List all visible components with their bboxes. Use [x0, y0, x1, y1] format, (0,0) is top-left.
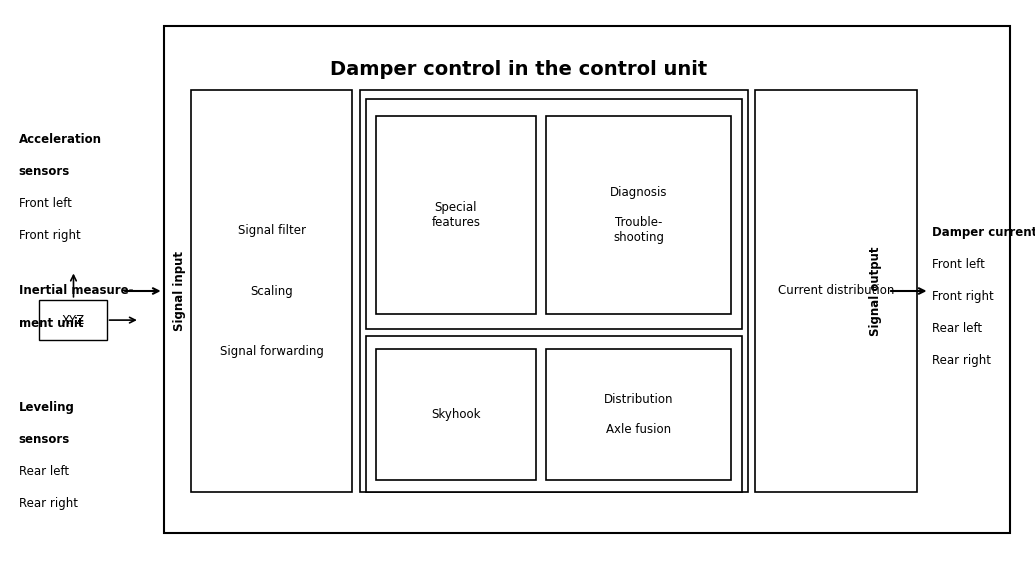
Text: Rear left: Rear left: [19, 465, 68, 478]
Text: Distribution

Axle fusion: Distribution Axle fusion: [603, 393, 674, 436]
Text: sensors: sensors: [19, 165, 70, 178]
Bar: [366, 99, 742, 329]
Text: Front right: Front right: [19, 229, 81, 242]
Text: Rear left: Rear left: [932, 322, 981, 335]
Text: Scaling: Scaling: [250, 285, 293, 297]
Text: sensors: sensors: [19, 433, 70, 446]
Bar: [376, 116, 536, 314]
Text: Rear right: Rear right: [932, 354, 990, 367]
Bar: [164, 26, 1010, 533]
Bar: [360, 90, 748, 492]
Text: Signal forwarding: Signal forwarding: [219, 345, 324, 358]
Text: Rear right: Rear right: [19, 497, 78, 510]
Text: Front left: Front left: [932, 258, 984, 271]
Bar: [39, 300, 107, 340]
Bar: [755, 90, 917, 492]
Text: Special
features: Special features: [432, 201, 480, 229]
Text: Skyhook: Skyhook: [432, 408, 480, 421]
Text: Front left: Front left: [19, 197, 71, 210]
Bar: [546, 349, 731, 480]
Bar: [366, 336, 742, 492]
Text: ment unit: ment unit: [19, 317, 83, 329]
Text: Front right: Front right: [932, 290, 994, 303]
Bar: [191, 90, 352, 492]
Text: Signal input: Signal input: [173, 251, 185, 331]
Bar: [376, 349, 536, 480]
Text: Leveling: Leveling: [19, 401, 75, 414]
Text: Damper current: Damper current: [932, 226, 1035, 239]
Text: Signal filter: Signal filter: [238, 224, 305, 237]
Text: Damper control in the control unit: Damper control in the control unit: [330, 61, 708, 79]
Text: Signal output: Signal output: [869, 246, 882, 336]
Text: XYZ: XYZ: [61, 314, 85, 327]
Text: Acceleration: Acceleration: [19, 133, 101, 146]
Bar: [546, 116, 731, 314]
Text: Diagnosis

Trouble-
shooting: Diagnosis Trouble- shooting: [610, 186, 668, 244]
Text: Inertial measure-: Inertial measure-: [19, 285, 134, 297]
Text: Current distribution: Current distribution: [777, 285, 894, 297]
